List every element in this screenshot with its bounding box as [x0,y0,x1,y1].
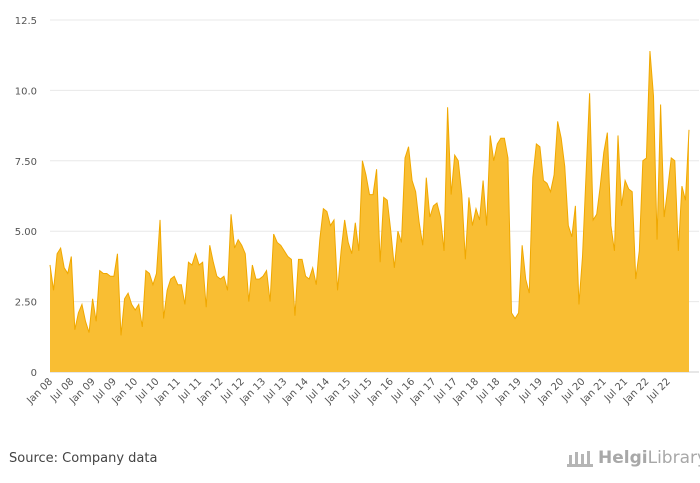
y-tick-label: 12.5 [15,16,37,27]
y-tick-label: 10.0 [15,86,37,97]
x-tick-label: Jan 08 [24,376,55,407]
library-building-icon [567,451,593,467]
y-tick-label: 7.50 [15,157,37,168]
helgilibrary-logo[interactable]: HelgiLibrary. [566,448,700,468]
y-tick-label: 5.00 [15,227,37,238]
y-tick-label: 2.50 [15,298,37,309]
series-area [50,50,689,372]
source-note: Source: Company data [9,451,158,466]
y-tick-label: 0 [31,368,37,379]
series-line [49,50,690,336]
logo-text-helgi: Helgi [598,448,648,468]
logo-text-library: Library [647,448,700,468]
x-tick-label: Jul 22 [645,376,673,404]
